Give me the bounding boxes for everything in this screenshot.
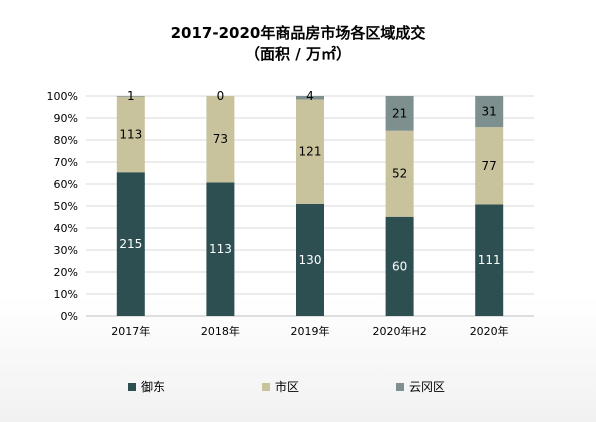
x-tick-label: 2019年 bbox=[291, 324, 330, 338]
chart-title: 2017-2020年商品房市场各区域成交 bbox=[171, 24, 426, 42]
bar-segment bbox=[296, 203, 324, 316]
y-tick-label: 0% bbox=[61, 310, 78, 323]
legend-label: 市区 bbox=[275, 379, 299, 394]
data-label: 31 bbox=[482, 105, 497, 119]
bar-segment bbox=[116, 96, 145, 97]
data-label: 113 bbox=[209, 242, 232, 256]
bar-segment bbox=[385, 96, 414, 131]
bar-segment bbox=[475, 127, 504, 205]
data-label: 73 bbox=[213, 132, 228, 146]
y-axis: 0% 10% 20% 30% 40% 50% 60% 70% 80% 90% 100% bbox=[47, 90, 78, 323]
data-label: 111 bbox=[478, 253, 501, 267]
bars: 215 113 1 113 73 0 130 121 4 60 52 21 111 77 31 bbox=[116, 89, 504, 316]
bar-segment bbox=[296, 99, 324, 204]
data-label: 21 bbox=[392, 106, 407, 120]
y-tick-label: 30% bbox=[54, 244, 78, 257]
y-tick-label: 90% bbox=[54, 112, 78, 125]
x-tick-label: 2018年 bbox=[201, 324, 240, 338]
x-axis: 2017年 2018年 2019年 2020年H2 2020年 bbox=[111, 324, 508, 338]
y-tick-label: 70% bbox=[54, 156, 78, 169]
x-tick-label: 2020年 bbox=[470, 324, 509, 338]
data-label: 4 bbox=[306, 89, 314, 103]
data-label: 113 bbox=[119, 127, 142, 141]
bar-segment bbox=[116, 172, 145, 316]
legend-label: 云冈区 bbox=[409, 380, 445, 394]
x-tick-label: 2017年 bbox=[111, 324, 150, 338]
bar-segment bbox=[475, 204, 504, 316]
bar-segment bbox=[206, 96, 235, 183]
data-label: 77 bbox=[482, 159, 497, 173]
bar-segment bbox=[385, 130, 414, 217]
chart-subtitle: （面积 / 万㎡） bbox=[245, 45, 351, 63]
legend-label: 御东 bbox=[141, 379, 165, 394]
data-label: 130 bbox=[299, 253, 322, 267]
data-label: 1 bbox=[127, 89, 135, 103]
data-label: 52 bbox=[392, 167, 407, 181]
legend: 御东 市区 云冈区 bbox=[128, 379, 445, 394]
y-tick-label: 40% bbox=[54, 222, 78, 235]
bar-segment bbox=[296, 96, 324, 100]
x-tick-label: 2020年H2 bbox=[372, 324, 426, 338]
y-tick-label: 60% bbox=[54, 178, 78, 191]
legend-swatch bbox=[396, 383, 404, 391]
data-label: 215 bbox=[119, 237, 142, 251]
legend-swatch bbox=[128, 383, 136, 391]
bar-segment bbox=[385, 216, 414, 316]
bar-segment bbox=[116, 96, 145, 173]
bar-segment bbox=[206, 182, 235, 316]
data-label: 60 bbox=[392, 259, 407, 273]
y-tick-label: 10% bbox=[54, 288, 78, 301]
y-tick-label: 80% bbox=[54, 134, 78, 147]
y-tick-label: 100% bbox=[47, 90, 78, 103]
y-tick-label: 50% bbox=[54, 200, 78, 213]
legend-swatch bbox=[262, 383, 270, 391]
data-label: 121 bbox=[299, 145, 322, 159]
data-label: 0 bbox=[217, 89, 225, 103]
bar-segment bbox=[475, 96, 504, 128]
y-tick-label: 20% bbox=[54, 266, 78, 279]
